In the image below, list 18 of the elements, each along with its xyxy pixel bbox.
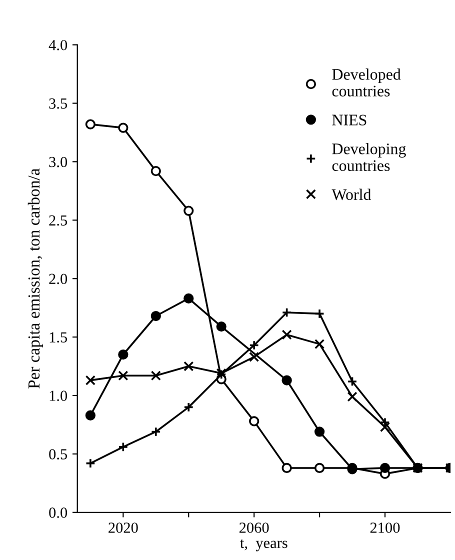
x-tick-label: 2020	[108, 522, 138, 533]
x-axis-title: t, years	[240, 539, 288, 552]
legend-label: World	[332, 188, 372, 200]
y-tick-label: 2.0	[49, 274, 68, 284]
y-tick-label: 0.0	[49, 508, 68, 518]
y-tick-label: 3.0	[49, 156, 68, 168]
legend-label: Developed countries	[332, 68, 401, 96]
y-tick-label: 3.5	[49, 98, 68, 109]
y-tick-label: 4.0	[48, 40, 68, 50]
y-axis-title: Per capita emission, ton carbon/a	[28, 168, 43, 389]
y-tick-label: 1.0	[50, 390, 68, 402]
y-tick-label: 0.5	[49, 449, 68, 460]
y-tick-label: 1.5	[50, 332, 68, 343]
legend-label: Developing countries	[332, 143, 406, 172]
y-tick-label: 2.5	[49, 215, 68, 226]
x-tick-label: 2060	[239, 522, 269, 533]
legend-label: NIES	[332, 114, 366, 126]
x-tick-label: 2100	[370, 522, 400, 533]
